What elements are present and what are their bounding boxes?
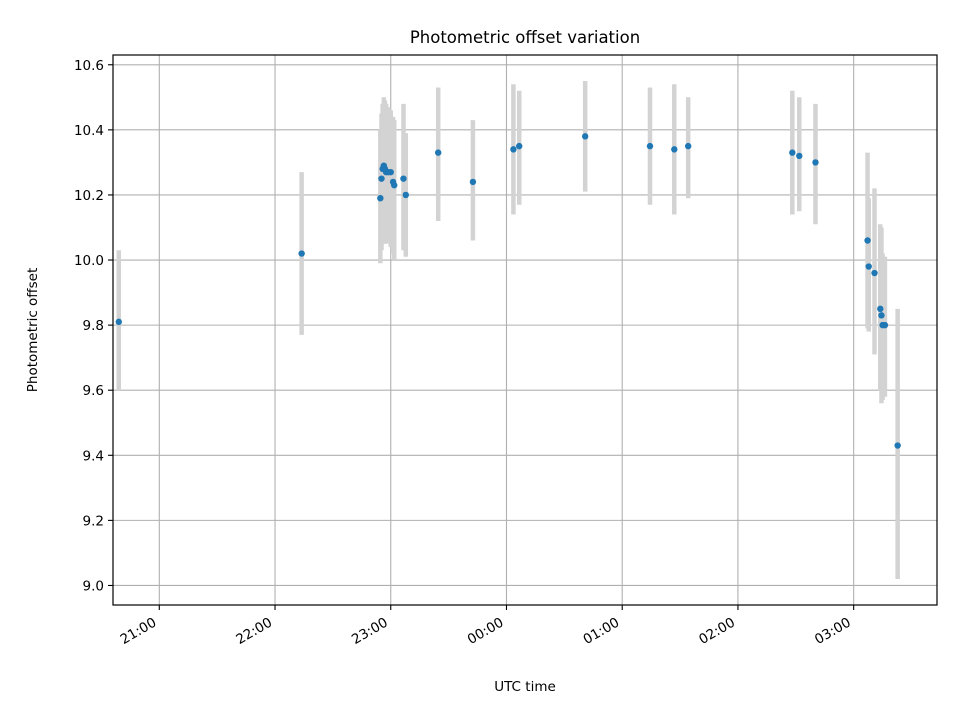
- plot-area-frame: [112, 54, 938, 606]
- data-point: [684, 142, 692, 150]
- data-point: [391, 181, 398, 189]
- chart-title: Photometric offset variation: [410, 28, 640, 47]
- data-point: [881, 321, 889, 329]
- data-point: [581, 133, 589, 140]
- y-tick-label: 9.0: [83, 578, 104, 594]
- data-point: [402, 191, 409, 199]
- data-point: [378, 175, 385, 182]
- data-point: [894, 442, 901, 449]
- data-point: [646, 142, 654, 150]
- y-tick-label: 9.6: [83, 383, 104, 399]
- y-axis-label: Photometric offset: [25, 268, 41, 392]
- x-axis-label: UTC time: [494, 679, 556, 695]
- data-point: [878, 312, 885, 319]
- data-point-layer: [115, 133, 901, 449]
- data-point: [435, 149, 442, 156]
- y-tick-label: 10.4: [74, 123, 104, 139]
- data-point: [789, 149, 796, 156]
- data-point: [865, 263, 872, 270]
- y-tick-label: 9.8: [83, 318, 104, 334]
- data-point: [871, 269, 878, 277]
- y-tick-label: 10.6: [74, 58, 104, 74]
- y-tick-label: 10.2: [74, 188, 104, 204]
- data-point: [400, 175, 407, 182]
- data-point: [510, 146, 517, 153]
- data-point: [377, 194, 384, 202]
- y-tick-label: 9.2: [83, 513, 104, 529]
- data-point: [387, 168, 394, 176]
- data-point: [671, 146, 678, 153]
- y-tick-label: 9.4: [83, 448, 104, 464]
- data-point: [877, 305, 884, 313]
- data-point: [298, 250, 305, 257]
- data-point: [864, 237, 871, 244]
- data-point: [516, 142, 523, 150]
- data-point: [796, 152, 803, 160]
- data-point: [812, 159, 819, 166]
- data-point: [115, 318, 122, 326]
- y-tick-label: 10.0: [74, 253, 104, 269]
- data-point: [469, 178, 477, 186]
